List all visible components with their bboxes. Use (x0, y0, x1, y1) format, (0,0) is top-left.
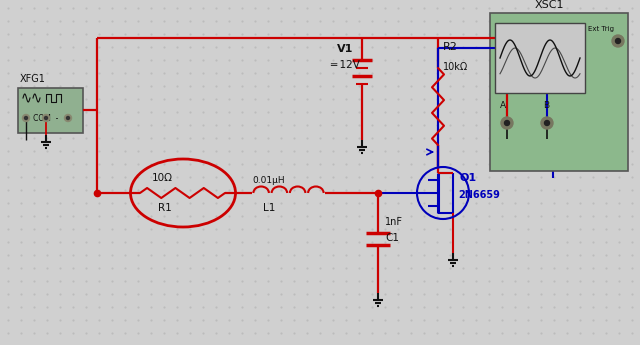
Text: 2N6659: 2N6659 (458, 190, 500, 200)
Text: 10Ω: 10Ω (152, 173, 173, 183)
FancyBboxPatch shape (490, 13, 628, 171)
Text: XFG1: XFG1 (20, 74, 46, 84)
Circle shape (67, 117, 70, 119)
Circle shape (541, 117, 553, 129)
Text: 1nF: 1nF (385, 217, 403, 227)
Circle shape (45, 117, 47, 119)
Circle shape (501, 117, 513, 129)
FancyBboxPatch shape (18, 88, 83, 133)
Circle shape (612, 35, 624, 47)
Text: 10kΩ: 10kΩ (443, 62, 468, 72)
Text: Q1: Q1 (460, 173, 477, 183)
Circle shape (24, 117, 28, 119)
Circle shape (616, 39, 621, 43)
Circle shape (545, 120, 550, 126)
Text: 0.01μH: 0.01μH (252, 176, 285, 185)
Text: B: B (543, 101, 549, 110)
FancyBboxPatch shape (495, 23, 585, 93)
Text: R2: R2 (443, 42, 458, 52)
Text: V1: V1 (337, 44, 353, 54)
Circle shape (22, 115, 29, 121)
Text: A: A (500, 101, 506, 110)
Text: R1: R1 (158, 203, 172, 213)
Text: +  COM  -: + COM - (22, 114, 58, 123)
Text: Ext Trig: Ext Trig (588, 26, 614, 32)
Circle shape (504, 120, 509, 126)
Circle shape (42, 115, 49, 121)
Text: XSC1: XSC1 (535, 0, 564, 10)
Text: L1: L1 (263, 203, 275, 213)
Text: ═ 12V: ═ 12V (330, 60, 360, 70)
Circle shape (65, 115, 72, 121)
Text: C1: C1 (385, 233, 399, 243)
